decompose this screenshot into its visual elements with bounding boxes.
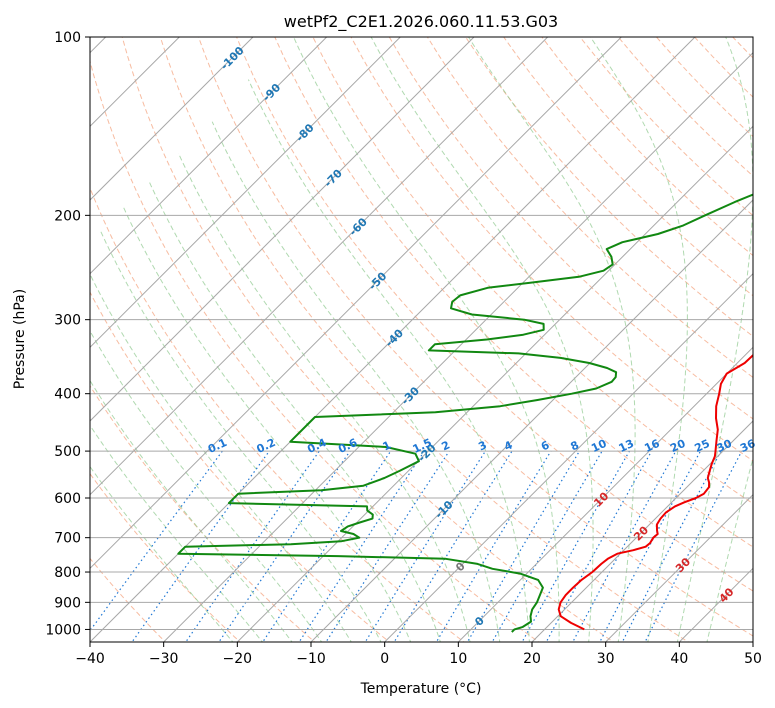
x-tick-label: 30: [597, 651, 615, 667]
isotherm-line: [90, 37, 549, 496]
mixing-ratio-label: 30: [715, 437, 735, 455]
mixing-ratio-line: [90, 450, 223, 632]
moist-adiabat: [247, 79, 530, 642]
x-tick-label: 50: [744, 651, 762, 667]
mixing-ratio-line: [325, 450, 450, 642]
isotherm-line: [605, 493, 753, 642]
y-tick-label: 1000: [45, 622, 81, 638]
x-tick-label: 40: [670, 651, 688, 667]
y-tick-label: 500: [54, 444, 81, 460]
mixing-ratio-line: [435, 450, 552, 642]
dry-adiabat: [312, 37, 753, 505]
dry-adiabat: [90, 59, 540, 642]
isotherm-line: [90, 37, 254, 201]
mixing-ratio-line: [218, 450, 351, 642]
mixing-ratio-line: [521, 450, 631, 642]
temperature-trace: [557, 353, 753, 631]
y-tick-label: 300: [54, 313, 81, 329]
moist-adiabat: [177, 152, 471, 642]
chart-title: wetPf2_C2E1.2026.060.11.53.G03: [284, 12, 558, 32]
plot-frame: [89, 36, 754, 643]
isotherm-line: [90, 37, 696, 642]
mixing-ratio-line: [621, 450, 722, 642]
isotherm-line: [310, 199, 753, 642]
moist-adiabat: [90, 273, 352, 642]
plot-background: [90, 37, 753, 642]
isotherm-line: [90, 37, 401, 349]
sounding-traces: [177, 193, 753, 633]
moist-adiabat: [90, 329, 323, 642]
moist-adiabat: [90, 465, 234, 642]
isotherm-line: [384, 272, 753, 642]
x-axis-label: Temperature (°C): [360, 681, 482, 697]
moist-adiabat: [122, 205, 412, 642]
isotherm-line: [457, 346, 753, 642]
dry-adiabat: [771, 37, 775, 644]
mixing-ratio-label: 25: [692, 437, 711, 455]
moist-adiabat: [90, 379, 293, 642]
isotherm-line: [752, 641, 753, 642]
mixing-ratio-line: [393, 450, 513, 642]
y-tick-label: 700: [54, 531, 81, 547]
isotherm-line: [90, 37, 622, 570]
isotherm-line: [90, 37, 475, 422]
dry-adiabat: [388, 37, 753, 420]
isotherm-line: [90, 37, 328, 275]
dry-adiabat: [274, 37, 753, 548]
x-tick-label: −30: [149, 651, 179, 667]
x-tick-label: −20: [223, 651, 253, 667]
y-tick-label: 900: [54, 595, 81, 611]
isotherm-line: [163, 51, 753, 642]
dry-adiabat: [90, 384, 316, 642]
isotherm-line: [531, 420, 753, 642]
y-tick-label: 800: [54, 565, 81, 581]
y-tick-label: 400: [54, 387, 81, 403]
dry-adiabat: [503, 37, 753, 297]
dry-adiabat: [236, 37, 753, 592]
x-axis-ticks: −40 −30 −20 −10 0 10 20 30 40 50: [75, 642, 762, 667]
mixing-ratio-label: 13: [617, 437, 636, 455]
x-tick-label: 10: [449, 651, 467, 667]
dry-adiabat: [198, 37, 753, 637]
y-tick-label: 200: [54, 208, 81, 224]
x-tick-label: 0: [380, 651, 389, 667]
mixing-ratio-label: 10: [589, 437, 609, 455]
dewpoint-trace: [177, 193, 753, 633]
background-lines: [90, 37, 775, 644]
mixing-ratio-label: 16: [642, 437, 662, 455]
y-axis-label: Pressure (hPa): [12, 289, 28, 389]
mixing-ratio-line: [298, 450, 425, 642]
moist-adiabat: [148, 180, 441, 642]
mixing-ratio-label: 20: [668, 437, 688, 455]
y-tick-label: 100: [54, 30, 81, 46]
moist-adiabat: [99, 228, 382, 642]
x-tick-label: 20: [523, 651, 541, 667]
mixing-ratio-line: [644, 450, 743, 642]
y-tick-label: 600: [54, 491, 81, 507]
y-axis-ticks: 100 200 300 400 500 600 700 800 900 1000: [45, 30, 90, 638]
x-tick-label: −10: [296, 651, 326, 667]
x-tick-label: −40: [75, 651, 105, 667]
